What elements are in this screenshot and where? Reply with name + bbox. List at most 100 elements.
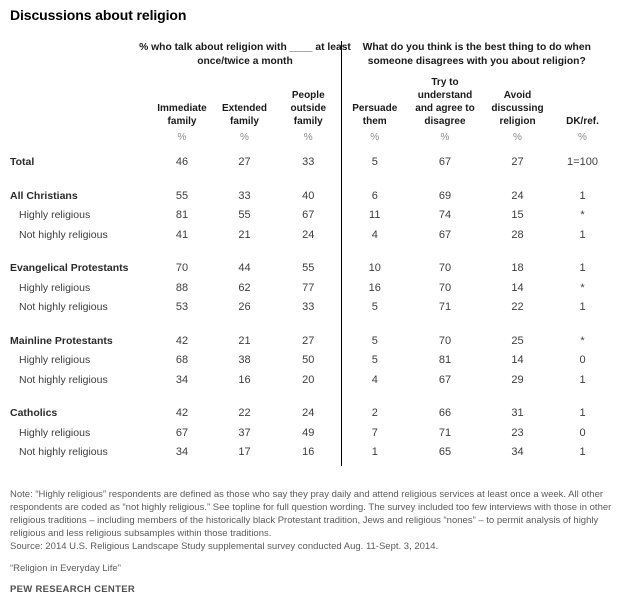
cell: 29 [511, 373, 524, 386]
unit-cell: % [303, 132, 313, 143]
table-row-evangelical-highly-religious: Highly religious 88 62 77 16 70 14 * [10, 278, 612, 298]
cell: 33 [302, 156, 315, 168]
group-header-disagreement: What do you think is the best thing to d… [340, 41, 612, 76]
cell: 55 [175, 189, 189, 202]
cell: 67 [438, 228, 452, 241]
cell: 53 [175, 301, 189, 313]
cell: 1 [579, 301, 586, 313]
cell: 67 [438, 156, 452, 168]
cell: 27 [302, 334, 315, 347]
cell: 18 [511, 262, 524, 274]
cell: 15 [511, 209, 524, 221]
cell: 67 [438, 373, 452, 386]
cell: 88 [175, 281, 189, 294]
cell: 14 [511, 281, 524, 294]
table-row-mainline-not-highly-religious: Not highly religious 34 16 20 4 67 29 1 [10, 370, 612, 390]
cell: 16 [340, 278, 408, 298]
cell: 4 [340, 225, 408, 245]
cell: 37 [238, 426, 251, 439]
org-name: PEW RESEARCH CENTER [10, 584, 135, 595]
cell: 5 [340, 351, 408, 371]
cell: 21 [238, 228, 251, 241]
corner-cell [10, 76, 151, 129]
column-header-immediate-family: Immediate family [157, 103, 207, 127]
cell: * [580, 281, 585, 294]
row-label: Not highly religious [19, 373, 108, 386]
cell: 21 [238, 334, 251, 347]
row-label: Highly religious [19, 209, 91, 221]
cell: 22 [511, 301, 524, 313]
report-title: “Religion in Everyday Life” [10, 563, 121, 574]
cell: 33 [238, 189, 251, 202]
cell: 24 [302, 407, 315, 419]
group-header-talk-frequency: % who talk about religion with ____ at l… [139, 41, 351, 76]
cell: 68 [175, 354, 189, 366]
table-row-evangelical-not-highly-religious: Not highly religious 53 26 33 5 71 22 1 [10, 298, 612, 318]
cell: 28 [511, 228, 524, 241]
column-header-avoid-discussing: Avoid discussing religion [491, 90, 544, 127]
column-header-agree-to-disagree: Try to understand and agree to disagree [415, 77, 475, 127]
row-label: Highly religious [19, 281, 91, 294]
cell: 1 [340, 443, 408, 466]
source-text: Source: 2014 U.S. Religious Landscape St… [10, 541, 439, 552]
cell: 65 [438, 446, 452, 458]
cell: 40 [302, 189, 315, 202]
unit-cell: % [240, 132, 249, 143]
row-label: Highly religious [19, 426, 91, 439]
cell: 66 [438, 407, 452, 419]
column-header-row: Immediate family Extended family People … [10, 76, 612, 129]
table-row-evangelical-protestants: Evangelical Protestants 70 44 55 10 70 1… [10, 245, 612, 279]
group-header-row: % who talk about religion with ____ at l… [10, 41, 612, 76]
cell: 6 [340, 172, 408, 206]
table-row-mainline-highly-religious: Highly religious 68 38 50 5 81 14 0 [10, 351, 612, 371]
unit-row: % % % % % % % [10, 129, 612, 147]
cell: 4 [340, 370, 408, 390]
row-label: Highly religious [19, 354, 91, 366]
cell: 42 [175, 407, 189, 419]
cell: 2 [340, 390, 408, 424]
cell: 27 [511, 156, 524, 168]
cell: 71 [438, 301, 452, 313]
column-header-people-outside-family: People outside family [290, 90, 327, 127]
column-header-extended-family: Extended family [221, 103, 267, 127]
cell: 24 [302, 228, 315, 241]
cell: 27 [238, 156, 251, 168]
table-row-mainline-protestants: Mainline Protestants 42 21 27 5 70 25 * [10, 317, 612, 351]
cell: 81 [175, 209, 189, 221]
cell: 74 [438, 209, 452, 221]
table-row-catholics-not-highly-religious: Not highly religious 34 17 16 1 65 34 1 [10, 443, 612, 466]
cell: * [580, 209, 585, 221]
table-row-christians-not-highly-religious: Not highly religious 41 21 24 4 67 28 1 [10, 225, 612, 245]
row-label: Not highly religious [19, 228, 108, 241]
footnote-text: Note: “Highly religious” respondents are… [10, 489, 612, 539]
cell: 0 [579, 354, 586, 366]
cell: 1 [579, 228, 586, 241]
table-row-catholics: Catholics 42 22 24 2 66 31 1 [10, 390, 612, 424]
row-label: Total [10, 156, 35, 168]
cell: 22 [238, 407, 251, 419]
table-row-catholics-highly-religious: Highly religious 67 37 49 7 71 23 0 [10, 423, 612, 443]
unit-cell: % [440, 132, 450, 143]
footer: Note: “Highly religious” respondents are… [10, 488, 616, 596]
cell: 42 [175, 334, 189, 347]
cell: 81 [438, 354, 452, 366]
cell: 44 [238, 262, 251, 274]
cell: 26 [238, 301, 251, 313]
cell: 70 [438, 334, 452, 347]
cell: 70 [438, 281, 452, 294]
cell: 67 [302, 209, 315, 221]
data-table: % who talk about religion with ____ at l… [10, 41, 612, 466]
cell: 70 [175, 262, 189, 274]
page-title: Discussions about religion [10, 7, 187, 23]
cell: 16 [238, 373, 251, 386]
cell: 10 [340, 245, 408, 279]
cell: 5 [340, 317, 408, 351]
cell: 46 [175, 156, 189, 168]
cell: 38 [238, 354, 251, 366]
table-row-total: Total 46 27 33 5 67 27 1=100 [10, 147, 612, 173]
column-header-dk-ref: DK/ref. [566, 116, 599, 127]
cell: 17 [238, 446, 251, 458]
cell: 34 [511, 446, 524, 458]
cell: 55 [302, 262, 315, 274]
